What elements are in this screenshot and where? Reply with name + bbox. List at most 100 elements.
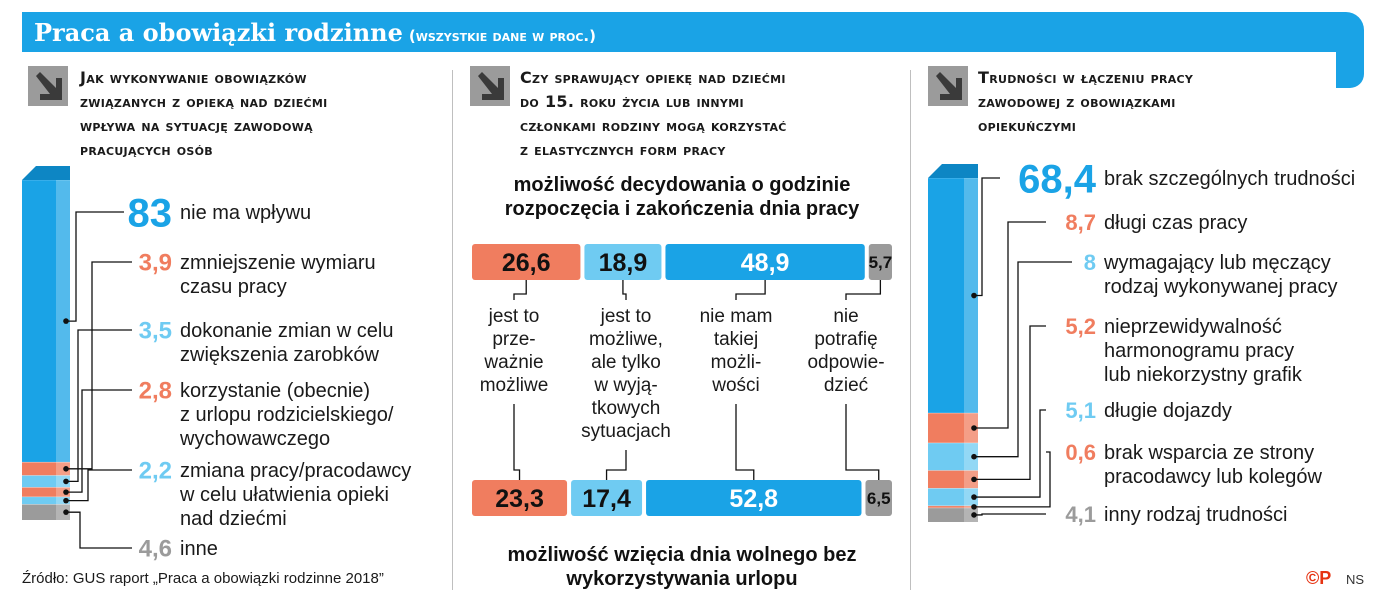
bar-segment-side xyxy=(964,442,978,471)
bar-top-cap xyxy=(928,164,978,178)
category-label: dokonanie zmian w celu xyxy=(180,320,393,342)
category-label: czasu pracy xyxy=(180,276,287,298)
leader-line xyxy=(66,469,132,502)
arrow-down-right-icon xyxy=(470,66,510,106)
value-label: 8,7 xyxy=(1065,210,1096,235)
category-label: z urlopu rodzicielskiego/ xyxy=(180,404,394,426)
flex-hours-title: możliwość decydowania o godzinie rozpoczę… xyxy=(462,173,902,221)
bar-segment-side xyxy=(56,487,70,497)
category-label: wości xyxy=(711,375,760,396)
leader-line xyxy=(974,177,1000,297)
value-label: 83 xyxy=(128,191,173,235)
category-label: możli- xyxy=(711,352,762,373)
bar-segment-side xyxy=(964,470,978,489)
panel3-question: Trudności w łączeniu pracy zawodowej z ob… xyxy=(978,66,1358,138)
bar-segment-side xyxy=(56,504,70,520)
category-label: jest to xyxy=(488,306,540,327)
bar-segment xyxy=(22,496,56,505)
value-label: 5,2 xyxy=(1065,314,1096,339)
leader-line xyxy=(622,280,627,300)
bar-segment xyxy=(22,504,56,520)
bar-segment xyxy=(646,480,862,516)
title-subtitle: (wszystkie dane w proc.) xyxy=(408,27,596,45)
question-line: do 15. roku życia lub innymi xyxy=(520,92,744,111)
category-label: takiej xyxy=(714,329,758,350)
value-label: 18,9 xyxy=(599,249,648,277)
leader-line xyxy=(845,280,882,300)
bar-segment xyxy=(472,480,568,516)
leader-line xyxy=(513,280,527,300)
bar-segment xyxy=(928,505,964,508)
bar-segment xyxy=(22,462,56,476)
category-label: brak szczególnych trudności xyxy=(1104,168,1355,190)
question-line: związanych z opieką nad dziećmi xyxy=(80,92,328,111)
category-label: dzieć xyxy=(824,375,868,396)
title-line: możliwość decydowania o godzinie xyxy=(513,174,851,196)
category-label: zwiększenia zarobków xyxy=(180,344,380,366)
bar-segment xyxy=(571,480,643,516)
value-label: 3,5 xyxy=(139,318,172,345)
leader-line xyxy=(974,221,1046,429)
category-label: prze- xyxy=(492,329,535,350)
category-label: nieprzewidywalność xyxy=(1104,316,1282,338)
bar-segment xyxy=(584,244,662,280)
category-label: ale tylko xyxy=(591,352,661,373)
source-note: Źródło: GUS raport „Praca a obowiązki ro… xyxy=(22,570,384,587)
category-label: nie xyxy=(833,306,858,327)
bar-segment-side xyxy=(964,505,978,508)
question-line: z elastycznych form pracy xyxy=(520,140,726,159)
author-initials: NS xyxy=(1346,572,1365,587)
value-label: 5,1 xyxy=(1065,398,1096,423)
leader-line xyxy=(974,261,1072,458)
bar-segment-side xyxy=(56,180,70,463)
bar-segment xyxy=(868,244,892,280)
value-label: 68,4 xyxy=(1018,157,1097,201)
leader-line xyxy=(66,261,132,470)
question-line: pracujących osób xyxy=(80,140,213,159)
bar-segment xyxy=(928,507,964,522)
leader-line xyxy=(845,404,880,480)
question-line: Trudności w łączeniu pracy xyxy=(978,68,1194,87)
value-label: 17,4 xyxy=(582,485,631,513)
bar-segment xyxy=(928,442,964,471)
arrow-down-right-icon xyxy=(928,66,968,106)
bar-segment xyxy=(928,488,964,506)
value-label: 6,5 xyxy=(867,489,891,508)
question-line: wpływa na sytuację zawodową xyxy=(80,116,313,135)
panel1-question: Jak wykonywanie obowiązków związanych z o… xyxy=(80,66,440,162)
bar-segment-side xyxy=(964,488,978,506)
value-label: 8 xyxy=(1084,250,1096,275)
category-label: wymagający lub męczący xyxy=(1103,252,1331,274)
bar-segment xyxy=(22,475,56,488)
category-label: zmniejszenie wymiaru xyxy=(180,252,376,274)
leader-line xyxy=(66,511,132,549)
leader-line xyxy=(974,409,1046,498)
category-label: inne xyxy=(180,538,218,560)
leader-line xyxy=(735,404,755,480)
bar-segment xyxy=(928,470,964,489)
leader-line xyxy=(66,329,132,483)
bar-segment-side xyxy=(56,496,70,505)
publisher-logo: ©P xyxy=(1306,568,1332,588)
bar-top-cap xyxy=(22,166,70,180)
title-line: wykorzystywania urlopu xyxy=(566,568,798,590)
title-main: Praca a obowiązki rodzinne xyxy=(34,18,403,47)
category-label: korzystanie (obecnie) xyxy=(180,380,370,402)
category-label: w wyją- xyxy=(593,375,657,396)
category-label: długi czas pracy xyxy=(1104,212,1247,234)
question-line: Jak wykonywanie obowiązków xyxy=(80,68,307,87)
category-label: możliwe, xyxy=(589,329,663,350)
category-label: zmiana pracy/pracodawcy xyxy=(180,460,411,482)
category-label: jest to xyxy=(600,306,652,327)
value-label: 2,8 xyxy=(139,378,172,405)
value-label: 0,6 xyxy=(1065,440,1096,465)
question-line: Czy sprawujący opiekę nad dziećmi xyxy=(520,68,786,87)
value-label: 23,3 xyxy=(495,485,544,513)
column-divider-2 xyxy=(910,70,911,590)
value-label: 2,2 xyxy=(139,458,172,485)
bar-segment xyxy=(928,178,964,414)
category-label: odpowie- xyxy=(807,352,884,373)
leader-line xyxy=(66,389,132,493)
column-divider-1 xyxy=(452,70,453,590)
